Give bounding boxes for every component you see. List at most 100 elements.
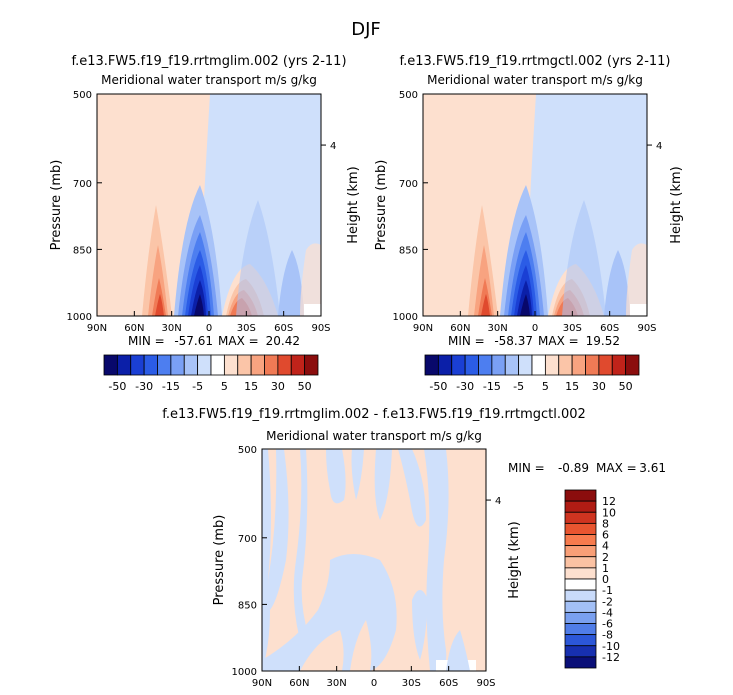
panel-3-xtick-label: 30S	[402, 678, 421, 689]
panel-2-ytick-label: 850	[399, 245, 418, 256]
panel-3-colorbar-label: 6	[602, 529, 609, 542]
panel-2-colorbar-label: 30	[592, 380, 606, 393]
panel-2-colorbar-box	[571, 354, 586, 376]
panel-3-colorbar-label: -1	[602, 584, 613, 597]
panel-1-colorbar-label: -50	[108, 380, 126, 393]
panel-3-colorbar-box	[564, 656, 597, 669]
panel-1-colorbar-label: 30	[271, 380, 285, 393]
panel-2-colorbar-label: 50	[619, 380, 633, 393]
panel-3-colorbar-box	[564, 611, 597, 624]
panel-3-colorbar-label: -10	[602, 640, 620, 653]
panel-2-min-value: -58.37	[494, 334, 533, 348]
panel-2: f.e13.FW5.f19_f19.rrtmgctl.002 (yrs 2-11…	[374, 54, 684, 393]
panel-2-ytick-label: 1000	[393, 312, 418, 323]
panel-2-colorbar-box	[451, 354, 466, 376]
panel-3: f.e13.FW5.f19_f19.rrtmglim.002 - f.e13.F…	[162, 407, 666, 689]
page-title: DJF	[351, 19, 381, 40]
panel-1-ytick-label: 850	[73, 245, 92, 256]
panel-2-xtick-label: 30S	[563, 323, 582, 334]
panel-2-colorbar-box	[437, 354, 453, 376]
panel-3-colorbar-label: -4	[602, 606, 613, 619]
panel-2-colorbar-box	[598, 354, 613, 376]
panel-3-colorbar-label: 0	[602, 573, 609, 586]
panel-1-ytick-label: 700	[73, 179, 92, 190]
panel-3-min-value: -0.89	[558, 461, 589, 475]
panel-3-xtick-label: 60N	[289, 678, 309, 689]
panel-1-colorbar: -50 -30 -15 -5 5 15 30 50	[103, 354, 319, 393]
panel-2-colorbar-label: 5	[542, 380, 549, 393]
panel-1-min-value: -57.61	[174, 334, 213, 348]
panel-3-colorbar-box	[564, 600, 597, 613]
panel-1-title: f.e13.FW5.f19_f19.rrtmglim.002 (yrs 2-11…	[71, 54, 346, 69]
panel-2-colorbar: -50 -30 -15 -5 5 15 30 50	[424, 354, 640, 393]
panel-3-colorbar-label: -12	[602, 651, 620, 664]
panel-3-y2tick-label: 4	[495, 496, 501, 507]
panel-2-subtitle: Meridional water transport m/s g/kg	[427, 73, 643, 87]
panel-1-max-label: MAX =	[218, 334, 259, 348]
panel-1-colorbar-box	[304, 354, 319, 376]
panel-3-colorbar-label: -8	[602, 629, 613, 642]
panel-1-ytick-label: 500	[73, 90, 92, 101]
panel-1-colorbar-box	[157, 354, 172, 376]
panel-3-ytick-label: 850	[238, 600, 257, 611]
panel-3-y2label: Height (km)	[507, 521, 522, 598]
panel-1-colorbar-box	[116, 354, 132, 376]
panel-2-colorbar-box	[424, 354, 439, 376]
panel-2-colorbar-box	[625, 354, 640, 376]
panel-1-min-label: MIN =	[128, 334, 165, 348]
panel-1-colorbar-label: -30	[135, 380, 153, 393]
panel-3-xtick-label: 90S	[476, 678, 495, 689]
panel-3-field	[262, 449, 486, 671]
panel-3-xtick-label: 30N	[327, 678, 347, 689]
panel-3-colorbar-label: 12	[602, 495, 616, 508]
panel-2-title: f.e13.FW5.f19_f19.rrtmgctl.002 (yrs 2-11…	[399, 54, 670, 69]
panel-2-y2label: Height (km)	[669, 166, 684, 243]
panel-3-colorbar-label: 10	[602, 506, 616, 519]
panel-3-colorbar-box	[564, 578, 597, 591]
panel-1-colorbar-label: -5	[192, 380, 203, 393]
panel-1-colorbar-box	[237, 354, 252, 376]
panel-1-colorbar-box	[103, 354, 118, 376]
panel-2-xtick-label: 60S	[600, 323, 619, 334]
panel-3-title: f.e13.FW5.f19_f19.rrtmglim.002 - f.e13.F…	[162, 407, 586, 422]
panel-1: f.e13.FW5.f19_f19.rrtmglim.002 (yrs 2-11…	[49, 54, 361, 393]
panel-1-xtick-label: 0	[206, 323, 212, 334]
panel-1-xtick-label: 90S	[311, 323, 330, 334]
panel-2-ylabel: Pressure (mb)	[374, 160, 389, 251]
panel-2-xtick-label: 90S	[637, 323, 656, 334]
panel-1-colorbar-box	[130, 354, 145, 376]
panel-3-colorbar-box	[564, 545, 597, 558]
panel-2-colorbar-box	[464, 354, 479, 376]
panel-1-xtick-label: 60N	[124, 323, 144, 334]
panel-3-colorbar-box	[564, 489, 597, 502]
panel-1-field	[97, 94, 321, 316]
panel-3-ytick-label: 1000	[232, 667, 257, 678]
panel-1-colorbar-box	[264, 354, 279, 376]
panel-2-xtick-label: 90N	[413, 323, 433, 334]
panel-3-colorbar-label: 4	[602, 540, 609, 553]
panel-2-colorbar-label: -50	[429, 380, 447, 393]
panel-3-colorbar-box	[564, 645, 597, 658]
panel-3-min-label: MIN =	[508, 461, 545, 475]
panel-1-colorbar-label: 15	[244, 380, 258, 393]
panel-3-colorbar-label: 1	[602, 562, 609, 575]
panel-2-colorbar-box	[478, 354, 493, 376]
panel-3-colorbar-box	[564, 500, 597, 513]
panel-1-colorbar-box	[210, 354, 225, 376]
panel-3-colorbar-label: -6	[602, 618, 613, 631]
panel-2-y2tick-label: 4	[656, 141, 662, 152]
panel-1-xtick-label: 30N	[162, 323, 182, 334]
panel-1-colorbar-box	[197, 354, 212, 376]
panel-1-colorbar-label: -15	[162, 380, 180, 393]
panel-3-colorbar-box	[564, 534, 597, 547]
panel-1-colorbar-label: 5	[221, 380, 228, 393]
panel-2-colorbar-box	[544, 354, 560, 376]
panel-2-colorbar-box	[558, 354, 573, 376]
panel-1-colorbar-box	[290, 354, 306, 376]
panel-3-ytick-label: 700	[238, 534, 257, 545]
panel-1-colorbar-box	[183, 354, 199, 376]
panel-2-colorbar-box	[491, 354, 506, 376]
panel-1-y2label: Height (km)	[346, 166, 361, 243]
panel-2-min-label: MIN =	[448, 334, 485, 348]
panel-3-colorbar-box	[564, 522, 597, 535]
